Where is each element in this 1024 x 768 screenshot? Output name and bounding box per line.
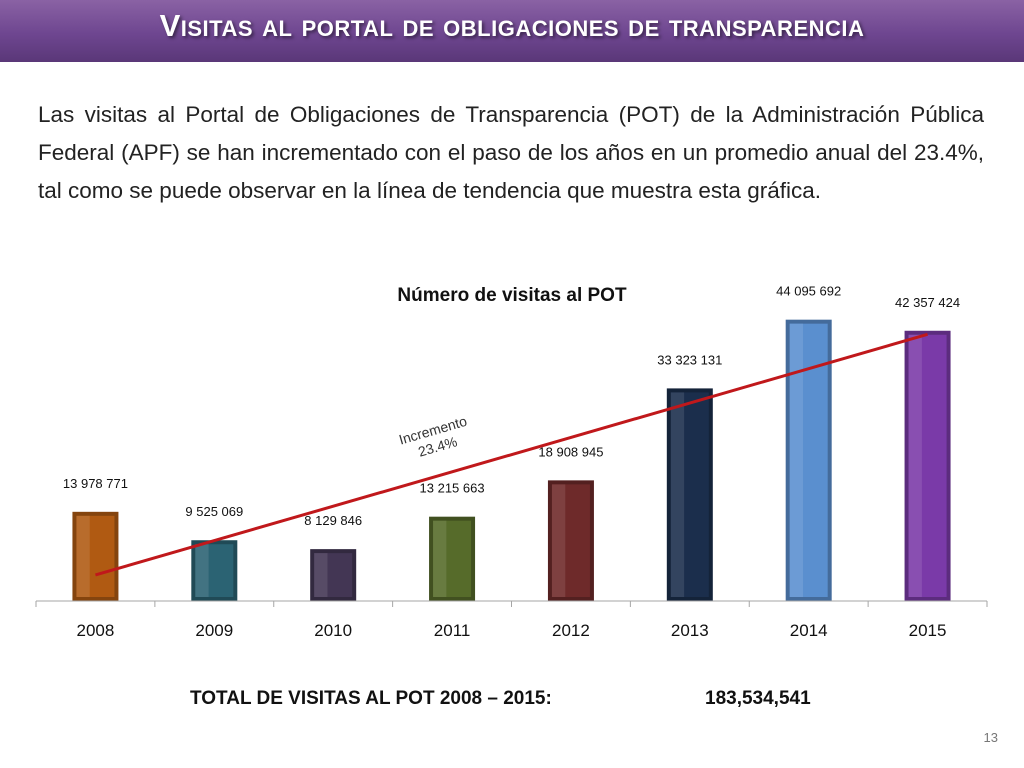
- data-label: 9 525 069: [185, 504, 243, 519]
- data-label: 44 095 692: [776, 284, 841, 299]
- bar-2010: [310, 549, 357, 601]
- data-label: 13 978 771: [63, 476, 128, 491]
- data-label: 13 215 663: [420, 481, 485, 496]
- data-label: 8 129 846: [304, 513, 362, 528]
- bar-highlight: [76, 515, 90, 597]
- slide-title: Visitas al portal de obligaciones de tra…: [159, 8, 865, 43]
- x-tick-label: 2010: [314, 621, 352, 640]
- data-label: 42 357 424: [895, 295, 960, 310]
- bar-2008: [72, 511, 119, 601]
- x-tick-label: 2009: [195, 621, 233, 640]
- x-tick-label: 2012: [552, 621, 590, 640]
- bar-highlight: [789, 323, 803, 597]
- x-tick-label: 2013: [671, 621, 709, 640]
- data-label: 33 323 131: [657, 352, 722, 367]
- bar-highlight: [908, 334, 922, 597]
- bar-highlight: [670, 392, 685, 597]
- chart-title: Número de visitas al POT: [397, 285, 627, 306]
- x-tick-label: 2008: [77, 621, 115, 640]
- data-label: 18 908 945: [538, 444, 603, 459]
- bar-highlight: [433, 520, 447, 597]
- page-number: 13: [983, 730, 998, 745]
- bar-highlight: [551, 484, 566, 597]
- title-bar: [0, 0, 1024, 62]
- intro-paragraph: Las visitas al Portal de Obligaciones de…: [38, 102, 984, 203]
- bar-2015: [904, 330, 951, 601]
- trend-line: [95, 332, 928, 577]
- x-tick-label: 2015: [909, 621, 947, 640]
- x-tick-label: 2011: [434, 621, 471, 640]
- bar-2013: [666, 388, 713, 601]
- total-visits-value: 183,534,541: [705, 688, 811, 709]
- bar-highlight: [314, 553, 328, 597]
- bar-2009: [191, 540, 238, 601]
- bar-2014: [785, 319, 832, 601]
- bar-highlight: [195, 544, 209, 597]
- x-tick-label: 2014: [790, 621, 828, 640]
- bar-2011: [429, 516, 476, 601]
- total-visits-label: TOTAL DE VISITAS AL POT 2008 – 2015:: [190, 688, 552, 709]
- bar-2012: [547, 480, 594, 601]
